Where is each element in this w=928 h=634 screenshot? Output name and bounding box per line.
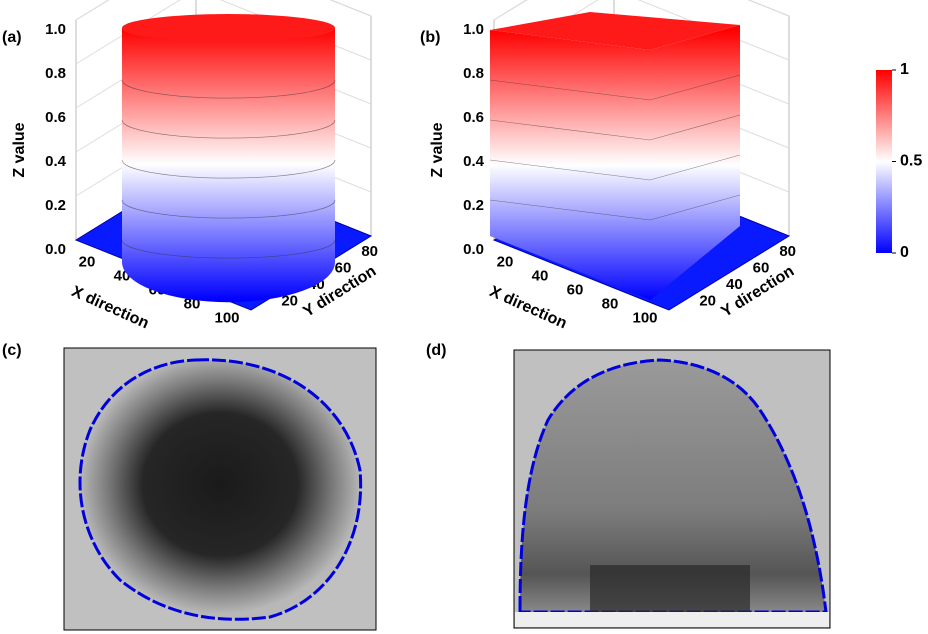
contour [489, 194, 741, 221]
x-tick-label: 40 [532, 267, 549, 284]
y-tick-label: 20 [699, 293, 716, 310]
cylinder-top [122, 14, 335, 42]
colorbar: 00.51 [876, 61, 922, 261]
z-tick-label: 0.0 [45, 241, 66, 258]
z-tick-label: 0.4 [463, 153, 485, 170]
y-tick-label: 80 [361, 243, 378, 260]
contour [121, 239, 336, 259]
x-tick-label: 20 [497, 253, 514, 270]
z-axis-label: Z value [11, 122, 28, 177]
panel-label: (a) [2, 29, 22, 46]
z-tick-label: 1.0 [463, 21, 484, 38]
surface-panel: 0.0 0.2 0.4 0.6 0.8 1.0 20 40 60 80 100 20 40 60 80 (b)… [420, 0, 797, 332]
z-tick-label: 0.8 [45, 65, 66, 82]
box-face [490, 30, 650, 300]
surface-panel: 0.00.20.40.60.81.02040608010020406080(a)… [2, 0, 379, 332]
z-tick-label: 0.6 [45, 109, 66, 126]
x-tick-label: 80 [602, 295, 619, 312]
contour [121, 199, 336, 219]
z-tick-label: 1.0 [45, 21, 66, 38]
panel-label: (c) [2, 342, 22, 359]
x-axis-label: X direction [487, 283, 569, 332]
z-tick-label: 0.8 [463, 65, 484, 82]
colorbar-tick-label: 0.5 [900, 153, 922, 170]
x-tick-label: 100 [632, 309, 657, 326]
panel-label: (b) [420, 29, 440, 46]
contour [121, 79, 336, 99]
surface-panels: 0.0 0.2 0.4 0.6 0.8 1.0 20 40 60 80 100 20 40 60 80 (a)… [2, 0, 797, 332]
x-tick-label: 60 [567, 281, 584, 298]
z-tick-label: 0.6 [463, 109, 484, 126]
colorbar-ramp [876, 70, 892, 253]
dark-region [590, 565, 750, 612]
boundary [78, 358, 363, 621]
contour [121, 159, 336, 179]
contour [489, 114, 741, 141]
base [515, 612, 829, 627]
z-tick-label: 0.0 [463, 241, 484, 258]
colorbar-tick-label: 1 [900, 61, 909, 78]
x-tick-label: 20 [79, 253, 96, 270]
contour [121, 119, 336, 139]
panel-label: (d) [426, 342, 446, 359]
z-tick-label: 0.2 [463, 197, 484, 214]
z-tick-label: 0.2 [45, 197, 66, 214]
contour [489, 74, 741, 101]
y-tick-label: 60 [335, 260, 352, 277]
y-tick-label: 40 [726, 276, 743, 293]
y-tick-label: 20 [281, 293, 298, 310]
colorbar-tick-label: 0 [900, 244, 909, 261]
boundary [518, 358, 828, 614]
image-c: (c) [2, 342, 377, 631]
y-tick-label: 60 [753, 260, 770, 277]
box-top [490, 12, 740, 50]
x-tick-label: 100 [214, 309, 239, 326]
cylinder-side [122, 28, 335, 303]
z-axis-label: Z value [429, 122, 446, 177]
z-tick-label: 0.4 [45, 153, 67, 170]
contour [489, 154, 741, 181]
y-tick-label: 80 [779, 243, 796, 260]
image-d: (d) [426, 342, 831, 629]
x-axis-label: X direction [69, 283, 151, 332]
